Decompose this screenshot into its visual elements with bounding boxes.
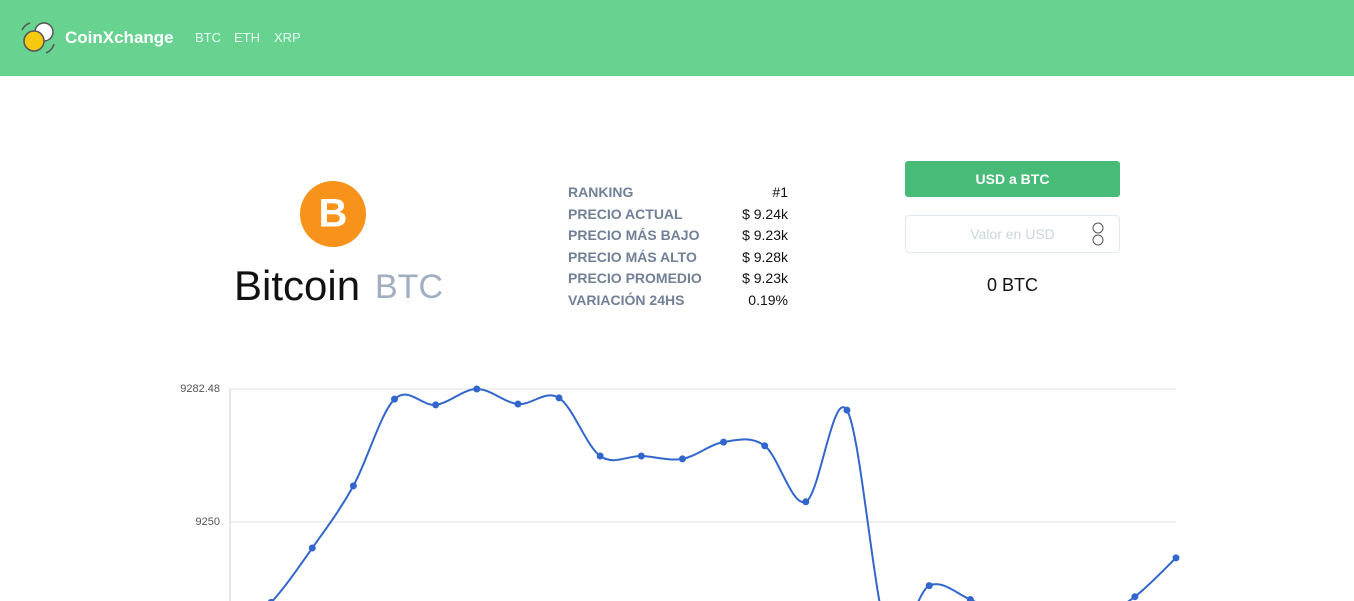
- coin-symbol: BTC: [375, 268, 443, 306]
- brand[interactable]: CoinXchange: [65, 28, 174, 47]
- data-point: [966, 596, 974, 601]
- stat-label: PRECIO PROMEDIO: [568, 270, 702, 287]
- data-point: [925, 582, 933, 590]
- data-point: [349, 482, 357, 490]
- coin-name: Bitcoin: [234, 262, 361, 309]
- data-point: [720, 438, 728, 446]
- nav-link[interactable]: ETH: [234, 30, 260, 45]
- placeholder: Valor en USD: [970, 226, 1055, 242]
- y-tick-label: 9250: [196, 516, 220, 528]
- stat-label: PRECIO ACTUAL: [568, 205, 683, 222]
- data-point: [802, 498, 810, 506]
- data-point: [761, 442, 769, 450]
- data-point: [596, 452, 604, 460]
- data-point: [514, 400, 522, 408]
- data-point: [391, 395, 399, 403]
- data-point: [267, 598, 275, 601]
- stat-value: $ 9.23k: [742, 227, 788, 244]
- stat-label: PRECIO MÁS BAJO: [568, 227, 700, 244]
- stat-label: VARIACIÓN 24HS: [568, 292, 685, 308]
- nav-link[interactable]: BTC: [195, 30, 221, 45]
- nav-link[interactable]: XRP: [274, 30, 301, 45]
- spinner[interactable]: [1091, 222, 1105, 246]
- stat-value: #1: [772, 184, 788, 200]
- chart: 9250 9282.48: [180, 383, 1180, 601]
- data-point: [1172, 554, 1180, 562]
- stat-value: $ 9.23k: [742, 270, 788, 287]
- data-point: [432, 401, 440, 409]
- svg-text:B: B: [319, 192, 348, 236]
- result: 0 BTC: [986, 275, 1038, 295]
- stat-label: PRECIO MÁS ALTO: [568, 248, 697, 265]
- stat-value: $ 9.28k: [742, 248, 788, 265]
- data-point: [308, 544, 316, 552]
- amount-input[interactable]: Valor en USD: [905, 215, 1120, 253]
- stat-value: 0.19%: [748, 292, 788, 308]
- data-point: [1131, 593, 1139, 601]
- stat-label: RANKING: [568, 184, 634, 200]
- data-point: [678, 455, 686, 463]
- data-point: [637, 452, 645, 460]
- bitcoin-icon: B: [300, 181, 366, 247]
- stat-value: $ 9.24k: [742, 205, 788, 222]
- data-point: [555, 394, 563, 402]
- navbar: CoinXchange BTC ETH XRP: [0, 0, 1354, 76]
- data-point: [473, 385, 481, 393]
- price-line: [271, 387, 1177, 601]
- logo: [21, 22, 55, 54]
- y-tick-label: 9282.48: [180, 383, 220, 395]
- data-point: [843, 406, 851, 414]
- convert-button[interactable]: USD a BTC: [905, 161, 1120, 197]
